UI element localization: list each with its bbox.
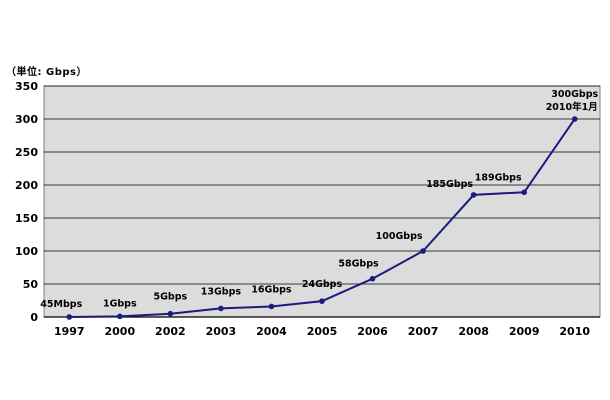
x-tick-label: 1997 bbox=[54, 325, 85, 338]
data-label: 45Mbps bbox=[40, 299, 82, 310]
data-label: 24Gbps bbox=[302, 279, 343, 290]
data-label: 5Gbps bbox=[154, 292, 188, 303]
x-tick-label: 2008 bbox=[458, 325, 489, 338]
data-point bbox=[571, 116, 578, 122]
y-axis: 0 50 100 150 200 250 300 350 bbox=[15, 80, 38, 324]
x-tick-label: 2007 bbox=[408, 325, 439, 338]
y-tick-label: 200 bbox=[15, 179, 38, 192]
plot-area bbox=[43, 85, 601, 318]
x-tick-label: 2000 bbox=[105, 325, 136, 338]
data-point bbox=[66, 314, 73, 320]
y-tick-label: 350 bbox=[15, 80, 38, 93]
x-tick-label: 2003 bbox=[206, 325, 237, 338]
data-point bbox=[167, 310, 174, 317]
data-label: 13Gbps bbox=[201, 286, 242, 297]
data-label: 16Gbps bbox=[251, 284, 292, 295]
x-axis: 1997 2000 2002 2003 2004 2005 2006 2007 2008 2009… bbox=[54, 325, 590, 338]
data-point bbox=[268, 303, 275, 310]
data-labels: 45Mbps 1Gbps 5Gbps 13Gbps 16Gbps 24Gbps 58Gbps… bbox=[40, 89, 598, 310]
y-tick-label: 300 bbox=[15, 113, 38, 126]
data-label: 100Gbps bbox=[376, 231, 423, 242]
series-line bbox=[66, 116, 578, 320]
data-point bbox=[521, 189, 527, 196]
x-tick-label: 2009 bbox=[509, 325, 540, 338]
data-point bbox=[369, 275, 376, 282]
data-label: 185Gbps bbox=[426, 179, 473, 190]
y-tick-label: 0 bbox=[30, 311, 38, 324]
data-label: 300Gbps bbox=[551, 89, 598, 100]
unit-label: （単位: Gbps） bbox=[6, 67, 87, 78]
y-tick-label: 100 bbox=[15, 245, 38, 258]
data-point bbox=[218, 305, 224, 312]
data-label: 189Gbps bbox=[475, 172, 522, 183]
data-label: 1Gbps bbox=[103, 298, 137, 309]
x-tick-label: 2002 bbox=[155, 325, 186, 338]
y-tick-label: 250 bbox=[15, 146, 38, 159]
data-label: 58Gbps bbox=[338, 259, 379, 270]
last-point-note: 2010年1月 bbox=[546, 101, 598, 113]
x-tick-label: 2010 bbox=[559, 325, 590, 338]
plot-background bbox=[43, 85, 601, 318]
x-tick-label: 2005 bbox=[307, 325, 338, 338]
x-tick-label: 2004 bbox=[256, 325, 287, 338]
data-point bbox=[117, 313, 123, 320]
y-tick-label: 50 bbox=[23, 278, 39, 291]
gridlines bbox=[44, 85, 600, 318]
data-point bbox=[470, 192, 477, 198]
y-tick-label: 150 bbox=[15, 212, 38, 225]
x-tick-label: 2006 bbox=[357, 325, 388, 338]
data-point bbox=[420, 248, 426, 254]
data-point bbox=[319, 298, 325, 304]
